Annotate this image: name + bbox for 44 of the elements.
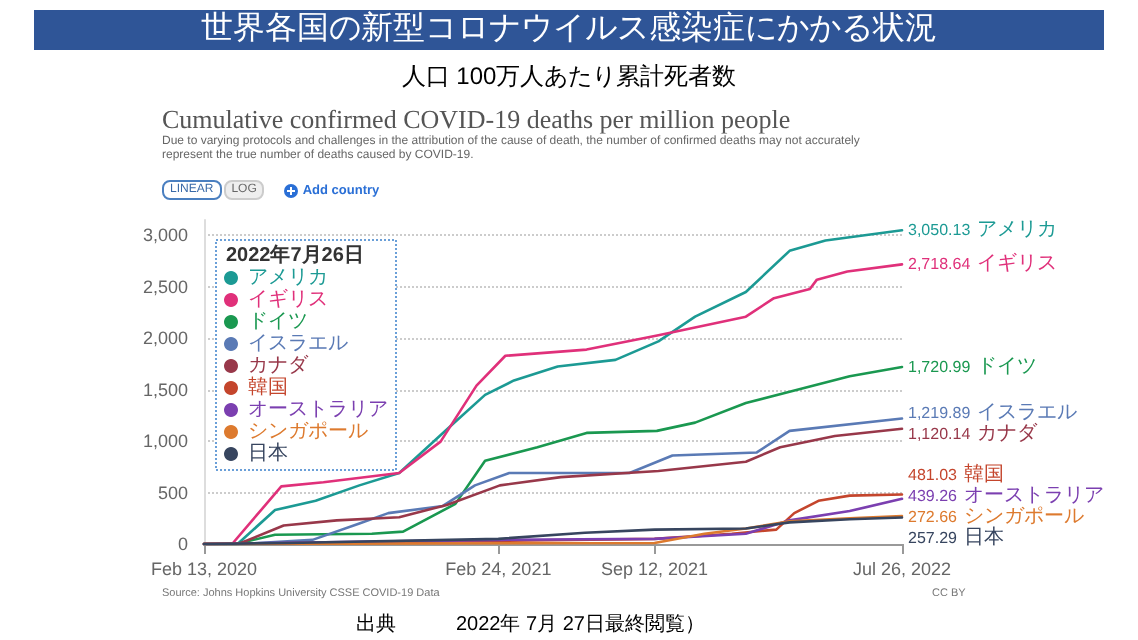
text: オーストラリア [963, 485, 1104, 507]
data-label: 439.26 [908, 487, 959, 505]
data-label: 1,219.89 [908, 404, 972, 423]
text: イギリス [976, 253, 1057, 276]
text: 韓国 [963, 464, 1004, 486]
data-label: 3,050.13 [908, 221, 972, 240]
text: 出典 [356, 614, 396, 636]
data-label: 481.03 [908, 466, 959, 484]
legend-label: アメリカ [248, 267, 328, 289]
legend-title: 2022年7月26日 [226, 243, 364, 267]
text: イスラエル [976, 402, 1077, 425]
y-tick-label: 2,500 [142, 276, 188, 297]
legend-label: カナダ [248, 353, 310, 377]
data-label: 272.66 [908, 508, 959, 526]
legend-label: シンガポール [248, 421, 368, 443]
text: アメリカ [976, 219, 1057, 242]
y-tick-label: 2,000 [142, 328, 188, 349]
text: Cumulative confirmed COVID-19 deaths per million people [162, 104, 791, 135]
legend-label: 韓国 [248, 375, 288, 399]
text: 2022年 7月 27日最終閲覧） [456, 614, 705, 636]
x-tick-label: Jul 26, 2022 [852, 559, 952, 579]
legend-label: ドイツ [248, 311, 308, 333]
data-label: 1,720.99 [908, 357, 972, 376]
legend-label: オーストラリア [248, 399, 388, 421]
legend-label: 日本 [248, 441, 288, 465]
text: ドイツ [976, 355, 1037, 378]
data-label: 257.29 [908, 529, 959, 547]
y-tick-label: 3,000 [142, 225, 188, 246]
x-tick-label: Feb 24, 2021 [445, 559, 552, 579]
text: 日本 [963, 527, 1004, 549]
chart-subtitle: 人口 100万人あたり累計死者数 [399, 60, 739, 94]
text: シンガポール [963, 506, 1084, 528]
data-label: 1,120.14 [908, 425, 972, 444]
text: カナダ [976, 423, 1037, 446]
y-tick-label: 0 [177, 534, 188, 554]
legend-label: イギリス [248, 287, 328, 311]
chart-title: 世界各国の新型コロナウイルス感染症にかかる状況 [34, 10, 1104, 50]
y-tick-label: 1,500 [142, 379, 188, 400]
y-tick-label: 1,000 [142, 431, 188, 452]
legend-label: イスラエル [248, 333, 348, 355]
x-tick-label: Feb 13, 2020 [150, 559, 258, 579]
x-tick-label: Sep 12, 2021 [600, 559, 709, 579]
y-tick-label: 500 [157, 482, 188, 503]
data-label: 2,718.64 [908, 255, 972, 274]
